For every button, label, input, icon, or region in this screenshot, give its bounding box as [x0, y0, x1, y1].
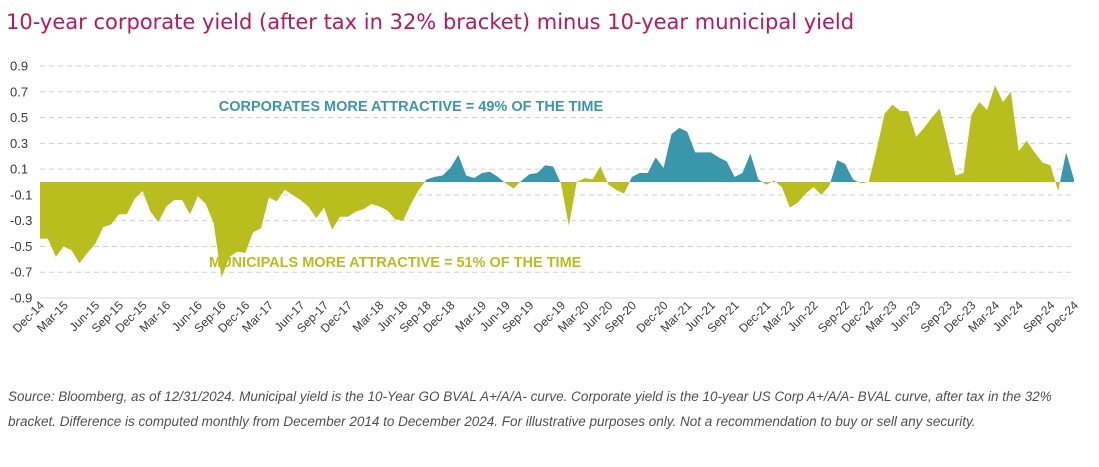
municipals-more-attractive-area [762, 182, 772, 185]
corporates-more-attractive-area [424, 154, 505, 182]
y-tick-label: -0.9 [10, 291, 32, 306]
corporates-more-attractive-area [629, 127, 763, 182]
y-tick-label: -0.1 [10, 187, 32, 202]
annotation-label: CORPORATES MORE ATTRACTIVE = 49% OF THE … [219, 99, 604, 115]
y-tick-label: 0.3 [10, 136, 28, 151]
municipals-more-attractive-area [858, 85, 1056, 184]
source-note: Source: Bloomberg, as of 12/31/2024. Mun… [8, 389, 1052, 429]
y-tick-label: 0.1 [10, 162, 28, 177]
municipals-more-attractive-area [504, 182, 521, 189]
chart-title: 10-year corporate yield (after tax in 32… [6, 10, 855, 34]
annotations: CORPORATES MORE ATTRACTIVE = 49% OF THE … [209, 99, 603, 271]
y-tick-label: 0.9 [10, 59, 28, 74]
x-axis-tick-labels: Dec-14Mar-15Jun-15Sep-15Dec-15Mar-16Jun-… [10, 298, 1081, 335]
municipals-more-attractive-area [775, 182, 831, 208]
area-series [40, 85, 1074, 278]
yield-difference-chart: 0.9 0.7 0.5 0.3 0.1 -0.1 -0.3 -0.5 -0.7 -0.9 Dec-… [10, 59, 1081, 336]
corporates-more-attractive-area [520, 165, 561, 182]
municipals-more-attractive-area [560, 166, 608, 226]
corporates-more-attractive-area [771, 180, 776, 182]
y-axis-tick-labels: 0.9 0.7 0.5 0.3 0.1 -0.1 -0.3 -0.5 -0.7 -0.9 [10, 59, 32, 306]
y-tick-label: -0.7 [10, 265, 32, 280]
municipals-more-attractive-area [40, 182, 425, 278]
annotation-label: MUNICIPALS MORE ATTRACTIVE = 51% OF THE … [209, 255, 582, 271]
corporates-more-attractive-area [830, 160, 859, 182]
y-tick-label: -0.5 [10, 239, 32, 254]
y-tick-label: -0.3 [10, 213, 32, 228]
municipals-more-attractive-area [1055, 182, 1061, 192]
y-tick-label: 0.5 [10, 110, 28, 125]
corporates-more-attractive-area [1060, 152, 1074, 182]
municipals-more-attractive-area [607, 182, 630, 194]
y-tick-label: 0.7 [10, 84, 28, 99]
